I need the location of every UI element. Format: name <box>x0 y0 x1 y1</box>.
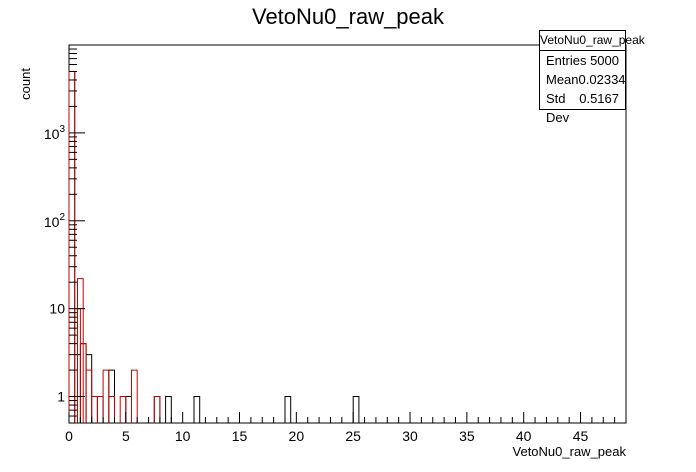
stats-box: VetoNu0_raw_peak Entries 5000 Mean 0.023… <box>539 30 645 125</box>
stats-label: Entries <box>546 53 587 68</box>
y-axis-label: count <box>18 68 33 100</box>
y-tick-exponent: 3 <box>59 124 65 135</box>
y-tick-label: 10 <box>49 301 65 317</box>
stats-label: Std Dev <box>546 91 570 125</box>
chart-title: VetoNu0_raw_peak <box>251 4 445 29</box>
x-tick-label: 35 <box>459 428 475 444</box>
x-tick-label: 45 <box>573 428 589 444</box>
x-tick-label: 15 <box>232 428 248 444</box>
x-tick-label: 5 <box>122 428 130 444</box>
y-tick-exponent: 2 <box>59 212 65 223</box>
stats-value: 0.02334 <box>578 72 626 87</box>
x-tick-label: 30 <box>402 428 418 444</box>
y-tick-label: 103 <box>44 124 66 142</box>
x-tick-label: 20 <box>289 428 305 444</box>
stats-title: VetoNu0_raw_peak <box>540 31 645 51</box>
histogram-series-1 <box>68 71 360 423</box>
y-tick-base: 10 <box>44 126 60 142</box>
x-axis-label: VetoNu0_raw_peak <box>513 444 627 459</box>
stats-row-stddev: Std Dev 0.5167 <box>540 89 625 125</box>
stats-label: Mean <box>546 72 579 87</box>
stats-value: 0.5167 <box>579 91 619 106</box>
stats-row-mean: Mean 0.02334 <box>540 70 626 89</box>
x-tick-label: 25 <box>345 428 361 444</box>
y-tick-base: 10 <box>44 214 60 230</box>
stats-value: 5000 <box>590 53 619 68</box>
x-tick-label: 40 <box>516 428 532 444</box>
stats-row-entries: Entries 5000 <box>540 51 625 70</box>
x-tick-label: 10 <box>175 428 191 444</box>
y-tick-label: 1 <box>57 389 65 405</box>
x-tick-label: 0 <box>65 428 73 444</box>
y-tick-label: 102 <box>44 212 66 230</box>
